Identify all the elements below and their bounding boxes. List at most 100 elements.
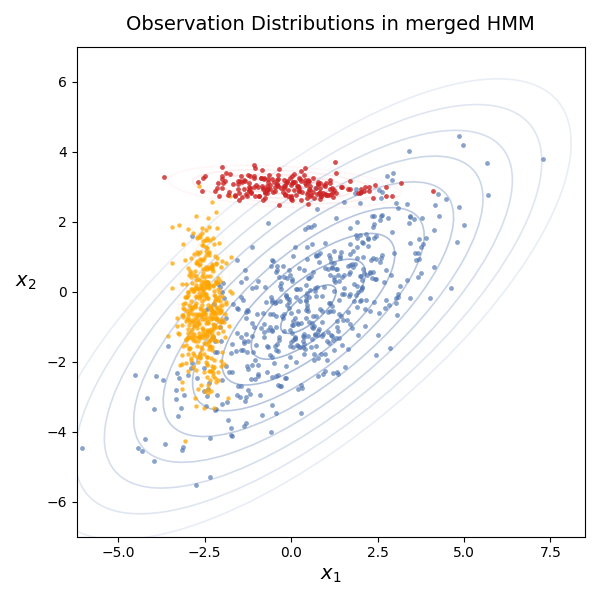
Point: [280, 183, 289, 193]
Point: [404, 146, 414, 155]
Point: [316, 194, 325, 204]
Point: [328, 301, 337, 311]
Point: [178, 313, 188, 322]
Point: [190, 313, 200, 322]
Point: [306, 223, 316, 232]
Point: [311, 292, 321, 301]
Point: [200, 283, 209, 293]
Point: [392, 310, 402, 320]
Point: [217, 356, 226, 366]
Point: [206, 334, 216, 344]
Point: [235, 188, 244, 198]
Point: [233, 381, 243, 391]
Point: [199, 253, 208, 263]
Point: [247, 318, 257, 328]
Point: [335, 253, 344, 263]
Point: [293, 182, 302, 191]
Point: [272, 297, 281, 307]
Point: [308, 173, 318, 183]
Point: [361, 295, 371, 304]
Point: [267, 326, 277, 336]
Point: [304, 317, 314, 326]
Point: [259, 328, 269, 337]
Point: [210, 336, 220, 346]
Point: [202, 263, 211, 272]
Point: [285, 326, 295, 335]
Point: [203, 243, 212, 253]
Title: Observation Distributions in merged HMM: Observation Distributions in merged HMM: [127, 15, 535, 34]
Point: [258, 196, 268, 205]
Point: [377, 211, 386, 220]
Point: [184, 270, 193, 280]
Point: [272, 261, 282, 271]
Point: [236, 277, 246, 287]
Point: [242, 191, 251, 200]
Point: [198, 240, 208, 250]
Point: [195, 291, 205, 301]
Point: [210, 292, 220, 301]
Point: [184, 325, 193, 334]
Point: [205, 262, 214, 271]
Point: [391, 293, 400, 302]
Point: [293, 385, 302, 394]
Point: [167, 283, 177, 293]
Point: [208, 307, 218, 316]
Point: [355, 296, 365, 306]
Point: [261, 297, 271, 307]
Point: [208, 265, 217, 274]
Point: [187, 254, 196, 263]
Point: [211, 308, 221, 318]
Point: [315, 183, 325, 193]
Point: [197, 300, 206, 310]
Point: [215, 292, 224, 301]
Point: [236, 292, 246, 302]
Point: [266, 309, 275, 319]
Point: [290, 332, 300, 342]
Point: [131, 371, 140, 380]
Point: [186, 296, 196, 306]
Point: [333, 326, 343, 335]
Point: [459, 220, 469, 229]
Point: [199, 349, 209, 359]
Point: [203, 380, 213, 390]
Point: [292, 341, 302, 350]
Point: [260, 188, 269, 197]
Point: [458, 140, 468, 149]
Point: [218, 278, 228, 288]
Point: [299, 339, 309, 349]
Point: [332, 368, 341, 377]
Point: [280, 181, 290, 191]
Point: [206, 314, 215, 323]
Point: [303, 306, 313, 316]
Point: [184, 316, 194, 325]
Point: [425, 293, 434, 303]
Point: [364, 233, 373, 243]
Point: [202, 235, 212, 245]
Point: [290, 334, 300, 343]
Point: [200, 235, 210, 245]
Point: [177, 310, 187, 319]
Point: [201, 291, 211, 301]
Point: [328, 306, 337, 316]
Point: [289, 177, 298, 187]
Point: [204, 280, 214, 290]
Point: [482, 158, 492, 168]
Point: [196, 232, 205, 241]
Point: [199, 278, 208, 287]
Point: [183, 309, 193, 319]
Point: [267, 295, 277, 305]
Point: [226, 252, 236, 262]
Point: [268, 255, 277, 265]
Point: [226, 430, 236, 439]
Point: [178, 442, 188, 452]
Point: [285, 271, 295, 280]
Point: [345, 223, 355, 233]
Point: [293, 182, 303, 192]
Point: [202, 318, 211, 328]
Point: [351, 184, 361, 194]
Point: [191, 275, 201, 284]
Point: [190, 301, 200, 311]
Point: [255, 390, 265, 400]
Point: [392, 298, 401, 308]
Point: [310, 329, 319, 339]
